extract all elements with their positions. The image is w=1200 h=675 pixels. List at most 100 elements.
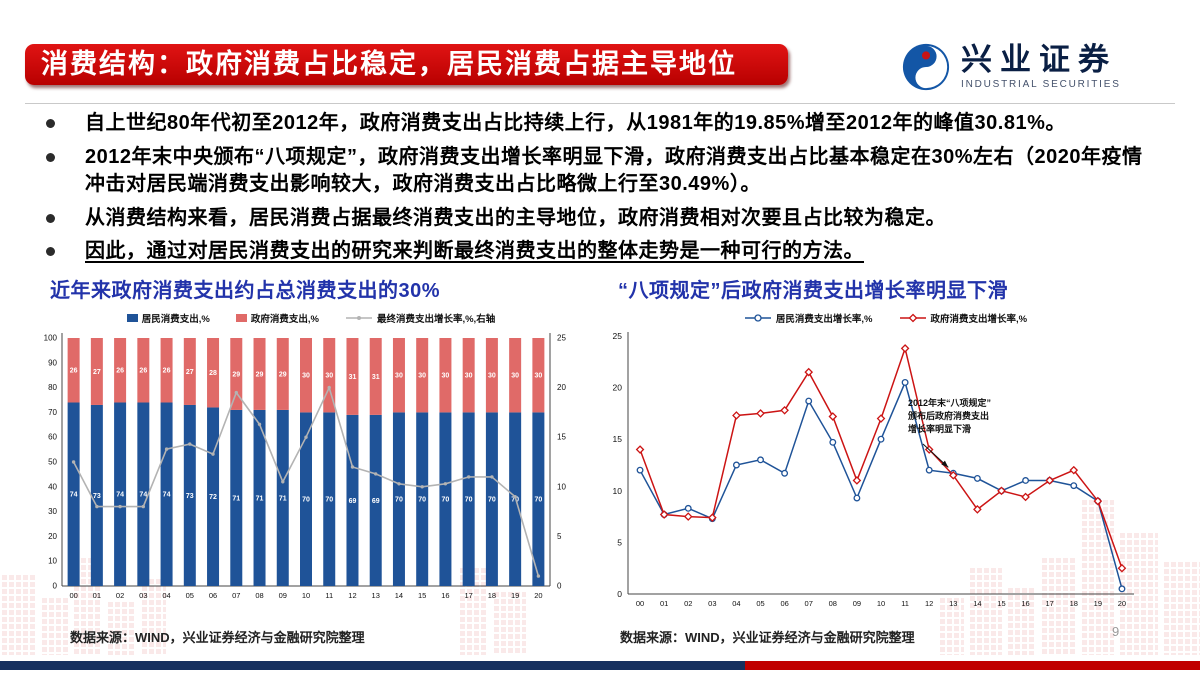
- bullet-dot-icon: [46, 119, 55, 128]
- svg-text:20: 20: [557, 383, 566, 392]
- svg-text:06: 06: [780, 599, 788, 608]
- svg-text:69: 69: [372, 498, 380, 505]
- svg-text:25: 25: [613, 331, 623, 341]
- svg-text:70: 70: [395, 497, 403, 504]
- header-divider: [25, 103, 1175, 104]
- svg-text:00: 00: [69, 591, 77, 600]
- svg-text:70: 70: [418, 497, 426, 504]
- bullet-dot-icon: [46, 213, 55, 223]
- skyline-decoration: [1006, 586, 1036, 655]
- svg-text:06: 06: [209, 591, 217, 600]
- bullet-item: 2012年末中央颁布“八项规定”，政府消费支出增长率明显下滑，政府消费支出占比基…: [38, 144, 1143, 199]
- legend-swatch: [235, 313, 247, 322]
- svg-text:增长率明显下滑: 增长率明显下滑: [908, 423, 971, 434]
- svg-text:13: 13: [949, 599, 957, 608]
- logo-name-cn: 兴业证券: [961, 41, 1117, 77]
- svg-text:01: 01: [93, 591, 101, 600]
- svg-text:10: 10: [302, 591, 310, 600]
- legend-item: 最终消费支出增长率,%,右轴: [345, 311, 495, 325]
- svg-text:07: 07: [232, 591, 240, 600]
- bullet-list: 自上世纪80年代初至2012年，政府消费支出占比持续上行，从1981年的19.8…: [38, 110, 1143, 272]
- footer-bar-navy: [0, 661, 745, 670]
- left-chart-legend: 居民消费支出,% 政府消费支出,% 最终消费支出增长率,%,右轴: [30, 311, 592, 325]
- svg-text:69: 69: [349, 498, 357, 505]
- svg-text:26: 26: [116, 368, 124, 375]
- skyline-decoration: [492, 590, 526, 655]
- legend-label: 政府消费支出增长率,%: [930, 313, 1028, 325]
- svg-text:70: 70: [325, 497, 333, 504]
- svg-text:70: 70: [465, 497, 473, 504]
- svg-text:00: 00: [636, 599, 644, 608]
- legend-line-swatch: [899, 313, 926, 322]
- svg-text:70: 70: [48, 408, 57, 417]
- logo-swirl-icon: [902, 43, 950, 91]
- left-chart-panel: 近年来政府消费支出约占总消费支出的30% 居民消费支出,% 政府消费支出,% 最终消…: [30, 274, 592, 646]
- legend-label: 居民消费支出增长率,%: [775, 313, 873, 325]
- legend-item: 居民消费支出增长率,%: [744, 311, 873, 325]
- svg-text:15: 15: [997, 599, 1005, 608]
- svg-text:07: 07: [805, 599, 813, 608]
- skyline-decoration: [1040, 556, 1076, 655]
- right-chart-panel: “八项规定”后政府消费支出增长率明显下滑 居民消费支出增长率,% 政府消费支出增长…: [598, 274, 1173, 646]
- svg-text:19: 19: [511, 591, 519, 600]
- svg-text:29: 29: [232, 371, 240, 378]
- legend-line-swatch: [345, 315, 372, 320]
- footer-bar-red: [745, 661, 1200, 670]
- svg-text:71: 71: [279, 495, 287, 502]
- svg-text:31: 31: [372, 374, 380, 381]
- svg-text:0: 0: [617, 589, 622, 599]
- left-chart: 0102030405060708090100051015202526740027…: [44, 333, 566, 600]
- svg-text:70: 70: [488, 497, 496, 504]
- skyline-decoration: [140, 577, 166, 655]
- svg-text:70: 70: [302, 497, 310, 504]
- svg-text:18: 18: [488, 591, 496, 600]
- svg-text:16: 16: [441, 591, 449, 600]
- svg-text:30: 30: [325, 373, 333, 380]
- svg-text:25: 25: [557, 334, 566, 343]
- svg-text:30: 30: [442, 373, 450, 380]
- svg-text:31: 31: [349, 374, 357, 381]
- svg-text:20: 20: [48, 532, 57, 541]
- svg-text:02: 02: [684, 599, 692, 608]
- svg-text:20: 20: [1118, 599, 1126, 608]
- svg-text:29: 29: [279, 371, 287, 378]
- page-title: 消费结构：政府消费占比稳定，居民消费占据主导地位: [25, 44, 788, 85]
- svg-text:29: 29: [256, 371, 264, 378]
- skyline-decoration: [1118, 531, 1158, 655]
- svg-text:20: 20: [534, 591, 542, 600]
- svg-text:30: 30: [48, 507, 57, 516]
- right-chart-legend: 居民消费支出增长率,% 政府消费支出增长率,%: [598, 311, 1173, 325]
- svg-text:74: 74: [139, 492, 147, 499]
- svg-text:30: 30: [465, 373, 473, 380]
- svg-text:50: 50: [48, 458, 57, 467]
- skyline-decoration: [72, 556, 102, 655]
- svg-text:03: 03: [139, 591, 147, 600]
- svg-text:08: 08: [255, 591, 263, 600]
- svg-text:17: 17: [464, 591, 472, 600]
- svg-text:60: 60: [48, 433, 57, 442]
- svg-text:10: 10: [557, 482, 566, 491]
- svg-text:70: 70: [534, 497, 542, 504]
- svg-text:颁布后政府消费支出: 颁布后政府消费支出: [908, 410, 989, 421]
- legend-label: 最终消费支出增长率,%,右轴: [376, 313, 496, 325]
- svg-text:10: 10: [877, 599, 885, 608]
- bullet-text: 因此，通过对居民消费支出的研究来判断最终消费支出的整体走势是一种可行的方法。: [85, 240, 864, 263]
- bullet-item: 自上世纪80年代初至2012年，政府消费支出占比持续上行，从1981年的19.8…: [38, 110, 1143, 138]
- svg-text:05: 05: [186, 591, 194, 600]
- legend-label: 政府消费支出,%: [250, 313, 319, 325]
- svg-text:40: 40: [48, 482, 57, 491]
- company-logo: 兴业证券 INDUSTRIAL SECURITIES: [901, 42, 1121, 92]
- svg-text:26: 26: [70, 368, 78, 375]
- bullet-text: 2012年末中央颁布“八项规定”，政府消费支出增长率明显下滑，政府消费支出占比基…: [85, 145, 1143, 196]
- svg-text:20: 20: [613, 383, 623, 393]
- skyline-decoration: [0, 573, 36, 655]
- svg-text:30: 30: [534, 373, 542, 380]
- svg-text:04: 04: [162, 591, 170, 600]
- skyline-decoration: [1162, 560, 1200, 655]
- legend-item: 政府消费支出,%: [235, 311, 319, 325]
- svg-text:13: 13: [372, 591, 380, 600]
- svg-text:26: 26: [139, 368, 147, 375]
- skyline-decoration: [1080, 498, 1114, 655]
- svg-text:70: 70: [511, 497, 519, 504]
